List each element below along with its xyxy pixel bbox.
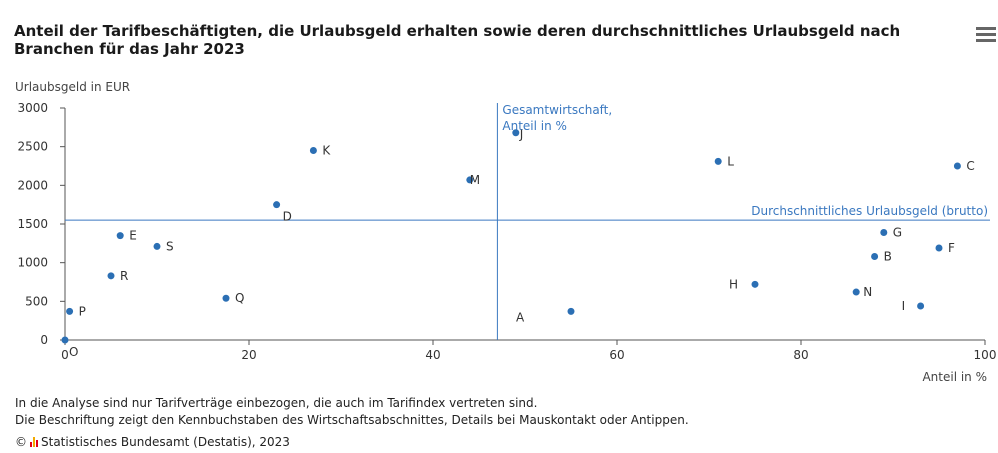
y-tick-label: 1500 [17,217,48,231]
data-point-m[interactable] [466,176,474,184]
y-tick-label: 500 [25,294,48,308]
data-label-j: J [519,128,524,142]
data-point-l[interactable] [714,157,722,165]
data-point-i[interactable] [917,302,925,310]
data-label-s: S [166,239,174,253]
data-point-r[interactable] [107,272,115,280]
data-label-d: D [283,210,292,224]
data-label-q: Q [235,291,244,305]
data-label-i: I [902,299,906,313]
data-label-m: M [470,173,480,187]
data-point-b[interactable] [871,252,879,260]
data-point-n[interactable] [852,288,860,296]
note-line-1: In die Analyse sind nur Tarifverträge ei… [15,396,538,410]
hamburger-menu-icon[interactable] [976,27,996,43]
data-point-s[interactable] [153,242,161,250]
data-point-g[interactable] [880,229,888,237]
data-point-c[interactable] [953,162,961,170]
data-label-r: R [120,269,128,283]
copyright-symbol: © [15,435,27,449]
data-label-g: G [893,226,902,240]
y-tick-label: 2000 [17,178,48,192]
x-tick-label: 20 [241,348,256,362]
data-point-k[interactable] [309,147,317,155]
data-label-h: H [729,277,738,291]
y-tick-label: 3000 [17,101,48,115]
data-label-o: O [69,345,78,359]
y-axis-label: Urlaubsgeld in EUR [15,80,131,94]
data-label-l: L [727,154,734,168]
data-point-p[interactable] [66,307,74,315]
reference-label-horizontal: Durchschnittliches Urlaubsgeld (brutto) [751,204,988,218]
data-label-k: K [322,144,331,158]
chart-notes: In die Analyse sind nur Tarifverträge ei… [15,395,689,429]
data-label-b: B [884,249,892,263]
destatis-logo-icon [30,437,38,447]
data-label-p: P [79,304,86,318]
reference-label-vertical: Gesamtwirtschaft, Anteil in % [502,103,612,133]
note-line-2: Die Beschriftung zeigt den Kennbuchstabe… [15,413,689,427]
data-point-q[interactable] [222,294,230,302]
y-tick-label: 0 [40,333,48,347]
credit-link[interactable]: Statistisches Bundesamt (Destatis), 2023 [41,435,290,449]
x-tick-label: 0 [61,348,69,362]
x-axis-label: Anteil in % [922,370,987,384]
data-point-h[interactable] [751,280,759,288]
data-point-a[interactable] [567,307,575,315]
x-tick-label: 40 [425,348,440,362]
data-label-a: A [516,310,525,324]
data-point-j[interactable] [512,129,520,137]
scatter-chart: 0 500 1000 1500 2000 2500 3000 0 20 40 60 80 100 Ante… [17,101,997,384]
credit-line: © Statistisches Bundesamt (Destatis), 20… [15,435,290,449]
x-tick-label: 100 [974,348,997,362]
data-point-e[interactable] [116,232,124,240]
data-label-f: F [948,241,955,255]
data-label-n: N [863,285,872,299]
data-label-c: C [966,159,974,173]
data-point-d[interactable] [273,201,281,209]
y-tick-label: 2500 [17,140,48,154]
data-point-f[interactable] [935,244,943,252]
data-label-e: E [129,229,137,243]
x-tick-label: 60 [609,348,624,362]
y-tick-label: 1000 [17,256,48,270]
x-tick-label: 80 [793,348,808,362]
chart-title: Anteil der Tarifbeschäftigten, die Urlau… [14,22,901,58]
data-point-o[interactable] [61,336,69,344]
